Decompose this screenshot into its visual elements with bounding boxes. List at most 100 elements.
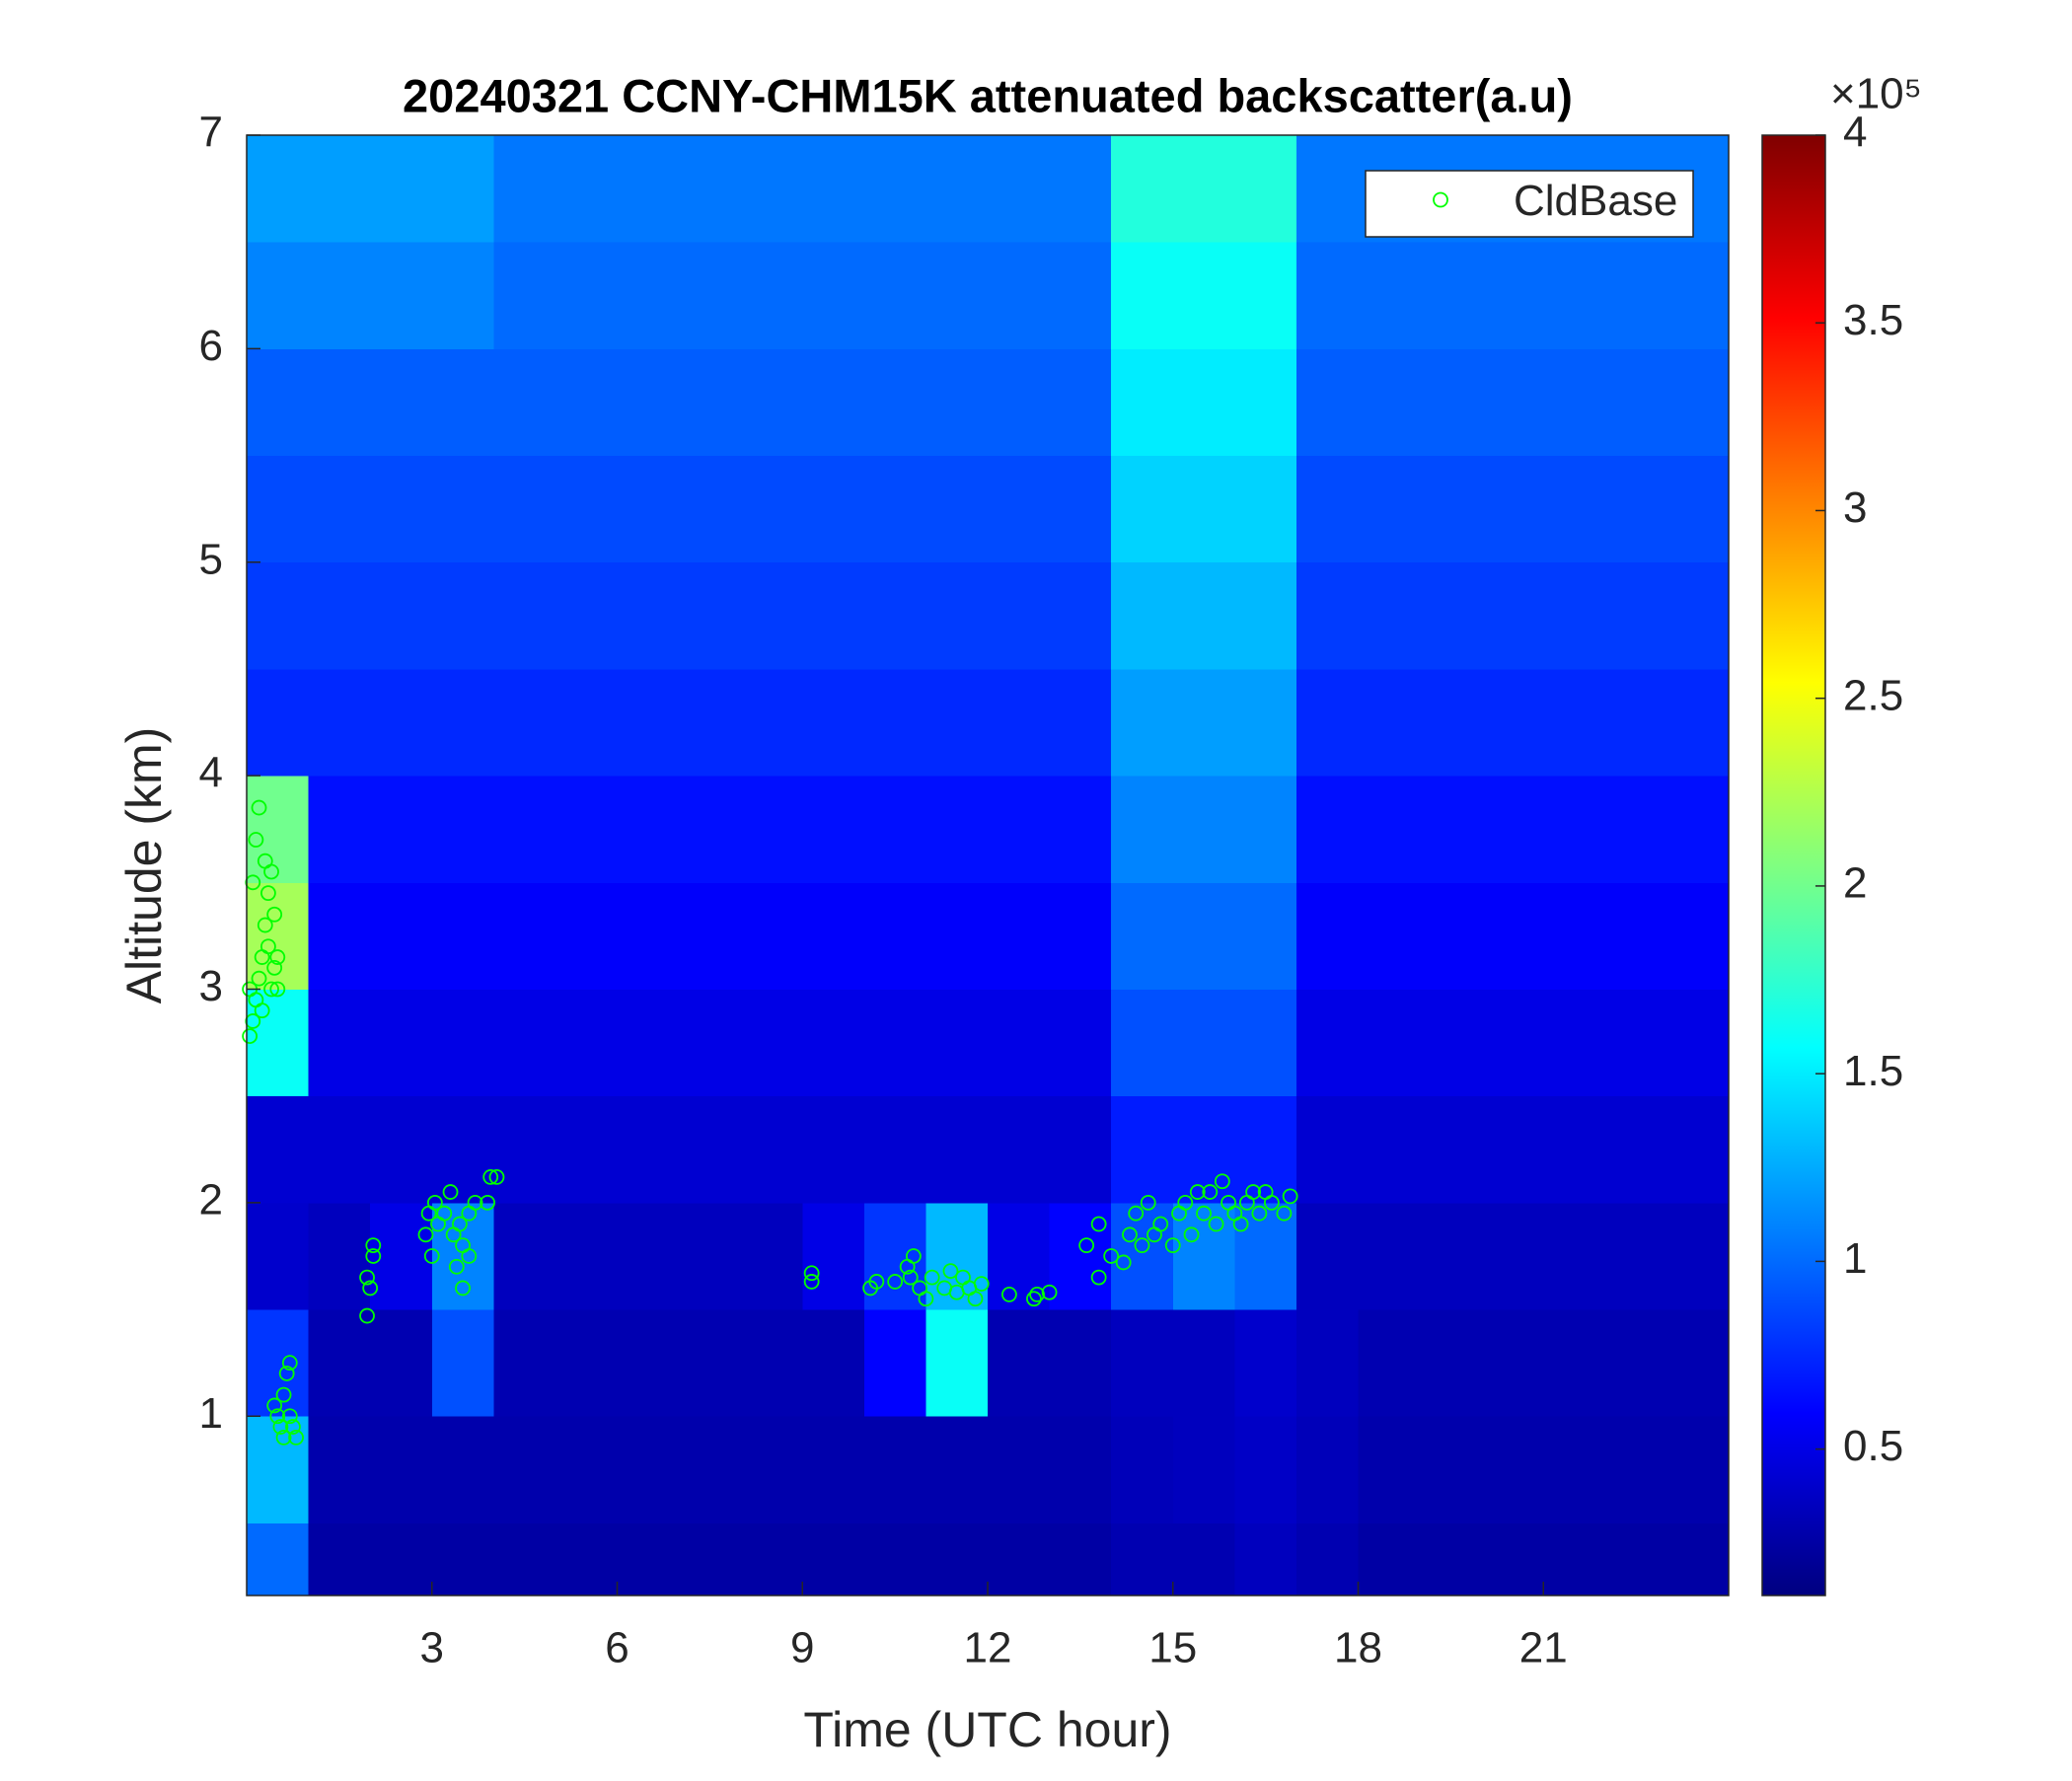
cloud-base-point [242, 1028, 259, 1044]
heatmap-cell [431, 561, 494, 670]
heatmap [247, 135, 1730, 1596]
heatmap-cell [1666, 668, 1730, 777]
heatmap-cell [1604, 882, 1667, 990]
heatmap-cell [493, 1522, 556, 1596]
heatmap-cell [308, 135, 371, 243]
heatmap-cell [925, 348, 989, 457]
cloud-base-point [362, 1280, 379, 1297]
heatmap-cell [679, 1416, 742, 1523]
heatmap-cell [370, 1416, 433, 1523]
heatmap-cell [370, 348, 433, 457]
colorbar-tick-label: 4 [1843, 109, 1867, 157]
heatmap-cell [988, 561, 1051, 670]
cloud-base-point [365, 1248, 382, 1264]
heatmap-cell [1358, 882, 1421, 990]
heatmap-cell [925, 135, 989, 243]
heatmap-cell [1666, 242, 1730, 349]
heatmap-cell [431, 776, 494, 883]
heatmap-cell [493, 135, 556, 243]
colorbar-tick-label: 1.5 [1843, 1047, 1903, 1095]
heatmap-cell [679, 882, 742, 990]
cloud-base-point [1041, 1284, 1058, 1300]
heatmap-cell [1666, 561, 1730, 670]
heatmap-cell [1172, 1522, 1235, 1596]
y-tick-label: 4 [199, 749, 223, 797]
heatmap-cell [370, 668, 433, 777]
cloud-base-point [1115, 1254, 1132, 1271]
heatmap-cell [1295, 455, 1359, 563]
heatmap-cell [863, 1202, 926, 1310]
heatmap-cell [555, 135, 618, 243]
heatmap-cell [1295, 1095, 1359, 1204]
heatmap-cell [1604, 348, 1667, 457]
heatmap-cell [1234, 1309, 1297, 1417]
heatmap-cell [802, 135, 865, 243]
heatmap-cell [493, 1416, 556, 1523]
cloud-base-point [260, 885, 276, 902]
heatmap-cell [1049, 348, 1112, 457]
heatmap-cell [1481, 1095, 1544, 1204]
heatmap-cell [308, 1416, 371, 1523]
cloud-base-point [973, 1276, 990, 1292]
cloud-base-point [906, 1248, 922, 1264]
legend-box [1365, 170, 1694, 238]
heatmap-cell [1358, 242, 1421, 349]
heatmap-cell [1358, 1095, 1421, 1204]
heatmap-cell [1295, 776, 1359, 883]
heatmap-cell [1049, 776, 1112, 883]
heatmap-cell [1234, 882, 1297, 990]
heatmap-cell [370, 989, 433, 1097]
heatmap-cell [863, 1095, 926, 1204]
heatmap-cell [370, 455, 433, 563]
heatmap-cell [1604, 668, 1667, 777]
cloud-base-point [423, 1248, 440, 1264]
heatmap-cell [493, 1202, 556, 1310]
y-tick-label: 1 [199, 1389, 223, 1438]
heatmap-cell [555, 561, 618, 670]
heatmap-cell [1049, 882, 1112, 990]
heatmap-cell [247, 455, 310, 563]
cloud-base-point [1029, 1287, 1045, 1302]
heatmap-cell [1111, 1522, 1174, 1596]
heatmap-cell [493, 668, 556, 777]
heatmap-cell [1111, 1416, 1174, 1523]
cloud-base-point [1196, 1205, 1212, 1222]
heatmap-cell [1543, 561, 1606, 670]
heatmap-cell [1049, 561, 1112, 670]
heatmap-cell [1604, 242, 1667, 349]
heatmap-cell [679, 989, 742, 1097]
heatmap-cell [1295, 1202, 1359, 1310]
colorbar-tick-label: 3 [1843, 483, 1867, 532]
cloud-base-point [455, 1280, 471, 1297]
heatmap-cell [1481, 1309, 1544, 1417]
cloud-base-point [1276, 1205, 1293, 1222]
x-tick-label: 3 [420, 1624, 444, 1672]
cloud-base-point [417, 1226, 434, 1243]
cloud-base-point [452, 1216, 468, 1232]
x-tick-label: 21 [1519, 1624, 1568, 1672]
colorbar-tick-label: 1 [1843, 1234, 1867, 1283]
heatmap-cell [247, 1309, 310, 1417]
heatmap-cell [555, 989, 618, 1097]
heatmap-cell [1604, 1095, 1667, 1204]
cloud-base-point [1282, 1188, 1298, 1205]
heatmap-cell [1295, 135, 1359, 243]
colorbar-tick-label: 0.5 [1843, 1422, 1903, 1470]
heatmap-cell [1666, 1202, 1730, 1310]
heatmap-cell [555, 242, 618, 349]
heatmap-cell [1358, 348, 1421, 457]
heatmap-cell [370, 882, 433, 990]
y-axis-label: Altitude (km) [116, 727, 172, 1004]
cloud-base-point [1128, 1205, 1145, 1222]
x-tick-label: 6 [605, 1624, 629, 1672]
cloud-base-point [285, 1419, 301, 1435]
heatmap-cell [555, 348, 618, 457]
legend-marker [1433, 191, 1448, 208]
heatmap-cell [863, 776, 926, 883]
cloud-base-point [918, 1291, 934, 1307]
heatmap-cell [740, 989, 803, 1097]
heatmap-cell [617, 1416, 680, 1523]
heatmap-cell [370, 242, 433, 349]
x-tick-label: 15 [1148, 1624, 1197, 1672]
heatmap-cell [431, 455, 494, 563]
